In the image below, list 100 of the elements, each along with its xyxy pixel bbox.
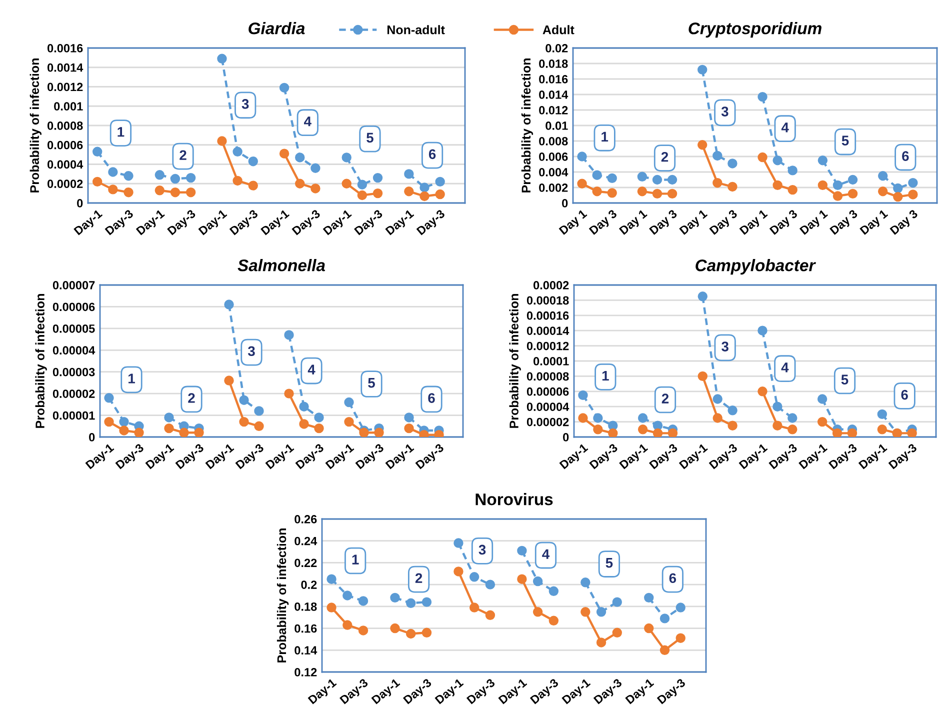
x-tick-label: Day 1	[860, 209, 890, 237]
point	[217, 136, 227, 146]
point	[712, 178, 722, 188]
annotation: 3	[478, 544, 486, 555]
point	[310, 163, 320, 173]
point	[847, 428, 858, 437]
point	[637, 172, 648, 182]
y-tick-label: 0.00003	[52, 368, 95, 376]
annotation: 6	[669, 573, 676, 584]
point	[435, 189, 445, 200]
point	[668, 428, 678, 437]
x-tick-label: Day 3	[648, 209, 680, 237]
y-tick-label: 0.0002	[534, 281, 569, 290]
chart-title: Giardia	[248, 22, 305, 34]
point	[758, 152, 768, 162]
point	[299, 402, 309, 412]
point	[607, 188, 617, 198]
y-tick-label: 0.002	[539, 184, 568, 192]
y-tick-label: 0.0016	[48, 44, 83, 52]
x-tick-label: Day 1	[679, 209, 710, 237]
y-axis-title: Probability of infection	[35, 294, 47, 428]
point	[772, 180, 782, 190]
point	[295, 152, 305, 162]
x-tick-label: Day 1	[618, 209, 650, 237]
point	[164, 412, 174, 422]
point	[697, 64, 708, 75]
y-tick-label: 0	[563, 433, 569, 442]
point	[254, 421, 264, 432]
annotation: 4	[304, 116, 312, 126]
point	[893, 183, 903, 194]
point	[577, 152, 587, 162]
annotation: 6	[902, 151, 909, 162]
y-tick-label: 0.02	[546, 44, 568, 52]
annotation: 5	[841, 374, 848, 384]
point	[92, 176, 102, 187]
annotation: 1	[118, 127, 124, 137]
point	[404, 186, 414, 196]
x-tick-label: Day 1	[739, 209, 770, 237]
point	[299, 419, 309, 429]
point	[239, 395, 249, 405]
point	[788, 413, 798, 423]
point	[295, 178, 305, 188]
point	[652, 174, 662, 185]
point	[404, 412, 414, 422]
point	[344, 416, 354, 427]
point	[772, 420, 782, 430]
point	[224, 376, 234, 386]
annotation: 1	[352, 554, 359, 564]
y-tick-label: 0.26	[294, 515, 317, 524]
point	[772, 156, 782, 166]
point	[817, 416, 828, 427]
point	[469, 572, 480, 582]
point	[342, 620, 352, 630]
point	[893, 192, 903, 202]
y-tick-label: 0.00014	[526, 326, 570, 335]
y-tick-label: 0	[562, 199, 568, 208]
point	[758, 326, 768, 336]
annotation: 6	[428, 393, 435, 403]
point	[154, 170, 165, 180]
point	[124, 187, 134, 198]
point	[712, 413, 722, 423]
point	[578, 413, 588, 423]
x-tick-label: Day 3	[829, 209, 860, 237]
point	[758, 386, 768, 396]
point	[186, 172, 196, 183]
y-tick-label: 0.001	[54, 102, 83, 111]
y-tick-label: 0.00008	[526, 372, 569, 381]
point	[660, 614, 670, 624]
point	[420, 182, 430, 192]
y-tick-label: 0.14	[294, 646, 318, 655]
point	[342, 178, 352, 188]
annotation: 3	[242, 99, 249, 109]
y-tick-label: 0.0006	[48, 140, 83, 150]
point	[154, 186, 165, 196]
point	[698, 292, 708, 302]
point	[667, 174, 678, 185]
point	[186, 187, 196, 198]
point	[92, 146, 102, 157]
point	[818, 180, 828, 190]
annotation: 2	[180, 150, 186, 160]
y-tick-label: 0.00016	[526, 311, 569, 320]
annotation: 3	[721, 106, 728, 116]
point	[644, 592, 654, 603]
point	[390, 592, 400, 603]
point	[119, 426, 129, 436]
y-tick-label: 0.16	[294, 624, 317, 633]
point	[580, 607, 590, 617]
y-tick-label: 0.004	[539, 168, 568, 176]
point	[877, 424, 888, 434]
point	[124, 171, 134, 181]
point	[358, 626, 368, 636]
point	[788, 424, 798, 434]
point	[342, 152, 352, 162]
point	[390, 623, 400, 634]
y-tick-label: 0.01	[546, 122, 568, 130]
y-tick-label: 0.0008	[48, 122, 83, 130]
y-tick-label: 0.22	[294, 558, 317, 568]
point	[676, 633, 686, 643]
point	[357, 190, 368, 200]
point	[908, 190, 918, 200]
